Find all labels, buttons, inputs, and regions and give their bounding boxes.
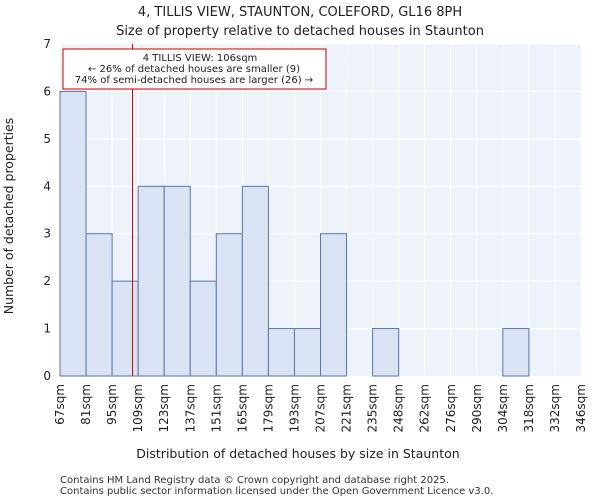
annotation-box: 4 TILLIS VIEW: 106sqm ← 26% of detached … <box>62 48 327 90</box>
x-tick-label: 221sqm <box>340 384 354 432</box>
annotation-line-1: 4 TILLIS VIEW: 106sqm <box>143 53 258 64</box>
bars <box>59 90 530 377</box>
x-tick-label: 332sqm <box>548 384 562 432</box>
x-tick-label: 67sqm <box>53 384 67 425</box>
bar <box>502 328 530 377</box>
y-tick-label: 5 <box>43 132 51 146</box>
y-tick-label: 0 <box>43 369 51 383</box>
y-tick-label: 3 <box>43 227 51 241</box>
bar <box>215 233 243 377</box>
bar <box>293 328 322 377</box>
bar <box>372 328 400 377</box>
bar <box>241 185 269 377</box>
x-tick-label: 207sqm <box>314 384 328 432</box>
x-tick-label: 109sqm <box>131 384 145 432</box>
footer-line-1: Contains HM Land Registry data © Crown c… <box>60 475 449 486</box>
bar <box>137 185 165 377</box>
x-tick-label: 179sqm <box>261 384 275 432</box>
x-tick-label: 81sqm <box>79 384 93 425</box>
x-tick-label: 276sqm <box>444 384 458 432</box>
y-tick-label: 2 <box>43 274 51 288</box>
x-tick-label: 193sqm <box>287 384 301 432</box>
x-tick-label: 95sqm <box>105 384 119 425</box>
x-tick-label: 346sqm <box>574 384 588 432</box>
bar <box>163 185 191 377</box>
bar <box>111 280 139 377</box>
x-tick-label: 304sqm <box>496 384 510 432</box>
y-tick-label: 7 <box>43 37 51 51</box>
y-tick-label: 4 <box>43 179 51 193</box>
x-axis-label: Distribution of detached houses by size … <box>136 446 459 461</box>
bar <box>267 328 295 377</box>
bar <box>320 233 348 377</box>
annotation-frame <box>62 48 327 90</box>
annotation-line-3: 74% of semi-detached houses are larger (… <box>75 75 313 86</box>
x-tick-label: 248sqm <box>392 384 406 432</box>
y-tick-label: 6 <box>43 84 51 98</box>
x-tick-label: 165sqm <box>235 384 249 432</box>
x-tick-label: 290sqm <box>470 384 484 432</box>
x-ticks: 67sqm 81sqm 95sqm 109sqm 123sqm 137sqm 151sqm 1… <box>53 384 588 432</box>
chart-subtitle: Size of property relative to detached ho… <box>116 24 484 39</box>
x-tick-label: 123sqm <box>157 384 171 432</box>
chart-title: 4, TILLIS VIEW, STAUNTON, COLEFORD, GL16… <box>138 5 462 20</box>
footer-line-2: Contains public sector information licen… <box>60 486 493 497</box>
x-tick-label: 318sqm <box>522 384 536 432</box>
x-tick-label: 151sqm <box>209 384 223 432</box>
y-axis-label: Number of detached properties <box>1 118 16 315</box>
x-tick-label: 235sqm <box>366 384 380 432</box>
y-tick-label: 1 <box>43 322 51 336</box>
bar <box>189 280 217 377</box>
x-tick-label: 262sqm <box>418 384 432 432</box>
bar <box>59 90 87 377</box>
bar <box>85 233 113 377</box>
x-tick-label: 137sqm <box>183 384 197 432</box>
annotation-line-2: ← 26% of detached houses are smaller (9) <box>88 64 300 75</box>
y-ticks: 0 1 2 3 4 5 6 7 <box>43 37 51 383</box>
